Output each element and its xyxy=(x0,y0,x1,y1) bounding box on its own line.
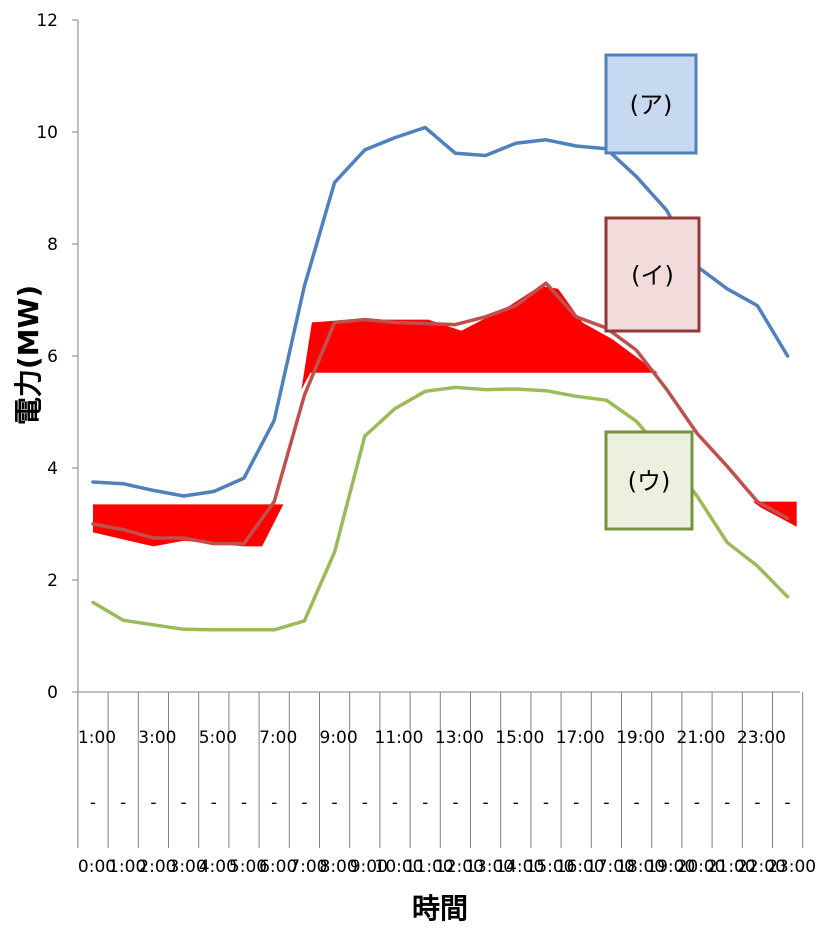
x-tick-label-top: 21:00 xyxy=(677,728,726,748)
x-tick-label-top: 3:00 xyxy=(138,728,176,748)
x-tick-label-bottom: 8:00 xyxy=(320,857,358,877)
y-tick-label: 2 xyxy=(47,571,58,591)
callout-label-2: (イ) xyxy=(631,262,674,290)
x-tick-label-bottom: 22:00 xyxy=(737,857,786,877)
x-tick-label-dash: - xyxy=(452,793,458,813)
x-tick-label-dash: - xyxy=(422,793,428,813)
x-tick-label-dash: - xyxy=(543,793,549,813)
callout-box-1 xyxy=(604,53,698,155)
x-tick-label-top: 19:00 xyxy=(616,728,665,748)
callout-label-3: (ウ) xyxy=(628,468,671,496)
y-tick-label: 0 xyxy=(47,683,58,703)
x-tick-label-dash: - xyxy=(483,793,489,813)
x-axis-title: 時間 xyxy=(412,892,468,925)
x-tick-label-dash: - xyxy=(301,793,307,813)
x-tick-label-dash: - xyxy=(271,793,277,813)
x-tick-label-bottom: 17:00 xyxy=(586,857,635,877)
callout-box-3 xyxy=(604,430,694,531)
x-tick-label-dash: - xyxy=(332,793,338,813)
x-tick-label-dash: - xyxy=(241,793,247,813)
x-tick-label-bottom: 16:00 xyxy=(556,857,605,877)
x-tick-label-dash: - xyxy=(573,793,579,813)
x-tick-label-bottom: 14:00 xyxy=(495,857,544,877)
callout-box-2 xyxy=(604,216,701,333)
x-tick-label-bottom: 3:00 xyxy=(169,857,207,877)
x-tick-label-top: 15:00 xyxy=(495,728,544,748)
x-tick-label-bottom: 2:00 xyxy=(138,857,176,877)
y-tick-label: 6 xyxy=(47,347,58,367)
x-tick-label-top: 9:00 xyxy=(320,728,358,748)
x-tick-label-bottom: 23:00 xyxy=(767,857,816,877)
x-tick-label-dash: - xyxy=(724,793,730,813)
x-tick-label-dash: - xyxy=(120,793,126,813)
x-tick-label-bottom: 4:00 xyxy=(199,857,237,877)
x-tick-label-bottom: 11:00 xyxy=(405,857,454,877)
x-tick-label-bottom: 1:00 xyxy=(108,857,146,877)
x-tick-label-bottom: 19:00 xyxy=(646,857,695,877)
x-tick-label-bottom: 10:00 xyxy=(375,857,424,877)
red-fill-2 xyxy=(301,286,658,390)
x-tick-label-bottom: 15:00 xyxy=(526,857,575,877)
x-tick-label-dash: - xyxy=(181,793,187,813)
y-tick-label: 10 xyxy=(36,123,58,143)
x-tick-label-dash: - xyxy=(785,793,791,813)
x-tick-label-dash: - xyxy=(754,793,760,813)
x-tick-label-bottom: 6:00 xyxy=(259,857,297,877)
x-tick-label-bottom: 21:00 xyxy=(707,857,756,877)
x-tick-label-bottom: 13:00 xyxy=(465,857,514,877)
x-tick-label-dash: - xyxy=(694,793,700,813)
y-tick-label: 4 xyxy=(47,459,58,479)
x-tick-label-bottom: 18:00 xyxy=(616,857,665,877)
red-fill-3 xyxy=(752,501,797,527)
x-tick-label-top: 5:00 xyxy=(199,728,237,748)
x-tick-label-dash: - xyxy=(603,793,609,813)
x-tick-label-dash: - xyxy=(90,793,96,813)
x-tick-label-dash: - xyxy=(211,793,217,813)
x-tick-label-top: 1:00 xyxy=(78,728,116,748)
x-tick-label-dash: - xyxy=(392,793,398,813)
x-tick-label-bottom: 0:00 xyxy=(78,857,116,877)
series-line-2 xyxy=(91,281,790,546)
y-tick-label: 8 xyxy=(47,235,58,255)
callouts: (ア) (イ) (ウ) xyxy=(604,53,701,531)
y-axis-title: 電力(MW) xyxy=(12,285,45,425)
callout-label-1: (ア) xyxy=(630,91,673,119)
x-tick-label-dash: - xyxy=(362,793,368,813)
x-tick-label-top: 7:00 xyxy=(259,728,297,748)
x-tick-label-dash: - xyxy=(150,793,156,813)
x-tick-label-dash: - xyxy=(513,793,519,813)
x-tick-label-top: 11:00 xyxy=(375,728,424,748)
x-tick-label-dash: - xyxy=(634,793,640,813)
x-tick-label-bottom: 9:00 xyxy=(350,857,388,877)
y-tick-label: 12 xyxy=(36,11,58,31)
x-tick-label-dash: - xyxy=(664,793,670,813)
series-lines xyxy=(91,125,790,632)
x-tick-label-bottom: 20:00 xyxy=(677,857,726,877)
x-tick-label-bottom: 7:00 xyxy=(289,857,327,877)
x-tick-label-bottom: 12:00 xyxy=(435,857,484,877)
x-tick-label-top: 13:00 xyxy=(435,728,484,748)
x-tick-label-bottom: 5:00 xyxy=(229,857,267,877)
x-tick-label-top: 23:00 xyxy=(737,728,786,748)
x-tick-label-top: 17:00 xyxy=(556,728,605,748)
